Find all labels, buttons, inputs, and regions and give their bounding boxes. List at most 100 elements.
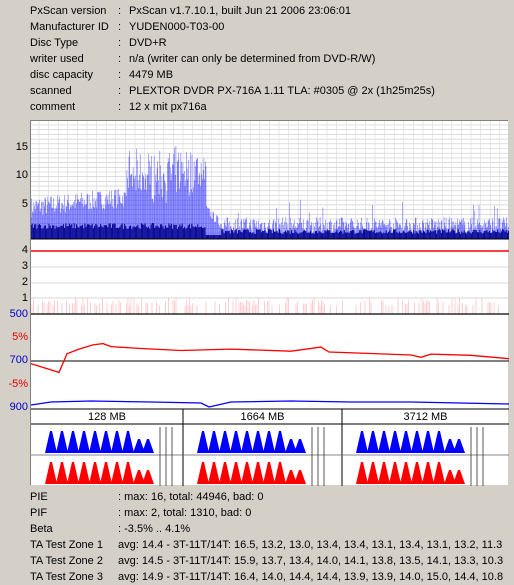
jitter-line [31, 400, 509, 408]
ta-zone-label: 128 MB [88, 411, 126, 423]
info-key: writer used [30, 53, 84, 65]
stat-value: avg: 14.9 - 3T-11T/14T: 16.4, 14.0, 14.4… [118, 571, 504, 583]
ta-groove-peak [78, 462, 90, 484]
ta-land-peak [367, 431, 379, 453]
ta-groove-peak [411, 462, 423, 484]
ta-land-peak [285, 439, 297, 453]
pie-signal [31, 145, 509, 239]
ta-groove-peak [263, 462, 275, 484]
ta-land-peak [389, 431, 401, 453]
scan-graph [31, 121, 509, 486]
ta-groove-peak [45, 462, 57, 484]
pif-signal [31, 298, 499, 314]
ta-land-peak [400, 431, 412, 453]
ta-land-peak [422, 431, 434, 453]
ta-land-peak [197, 431, 209, 453]
ta-land-peak [219, 431, 231, 453]
ta-land-peak [230, 431, 242, 453]
ta-land-peak [274, 431, 286, 453]
ta-groove-peak [56, 462, 68, 484]
ta-groove-peak [219, 462, 231, 484]
ta-land-peak [56, 431, 68, 453]
stat-value: : max: 16, total: 44946, bad: 0 [118, 491, 264, 503]
info-key: scanned [30, 85, 72, 97]
ta-land-peak [294, 439, 306, 453]
stat-value: : max: 2, total: 1310, bad: 0 [118, 507, 252, 519]
scan-graph-panel: 128 MB 1664 MB 3712 MB [30, 120, 509, 486]
ta-land-peak [67, 431, 79, 453]
ta-groove-peak [433, 462, 445, 484]
ta-land-peak [444, 439, 456, 453]
info-key: Disc Type [30, 37, 79, 49]
info-value: 12 x mit px716a [129, 101, 207, 113]
ta-groove-peak [274, 462, 286, 484]
ta-groove-peak [378, 462, 390, 484]
ta-groove-peak [285, 470, 297, 484]
info-value: PxScan v1.7.10.1, built Jun 21 2006 23:0… [129, 5, 351, 17]
jitter-axis-label: 900 [9, 401, 28, 413]
ta-groove-peak [252, 462, 264, 484]
stat-value: : -3.5% .. 4.1% [118, 523, 191, 535]
stat-value: avg: 14.4 - 3T-11T/14T: 16.5, 13.2, 13.0… [118, 539, 503, 551]
ta-land-peak [252, 431, 264, 453]
ta-groove-peak [444, 470, 456, 484]
ta-land-peak [208, 431, 220, 453]
ta-groove-peak [208, 462, 220, 484]
info-value: DVD+R [129, 37, 167, 49]
pif-axis-label: 1 [21, 292, 28, 304]
info-value: YUDEN000-T03-00 [129, 21, 225, 33]
ta-groove-peak [389, 462, 401, 484]
ta-groove-peak [294, 470, 306, 484]
ta-groove-peak [230, 462, 242, 484]
ta-groove-peak [356, 462, 368, 484]
ta-land-peak [133, 439, 145, 453]
jitter-axis-label: 500 [9, 308, 28, 320]
ta-groove-peak [367, 462, 379, 484]
pif-axis-label: 3 [21, 260, 28, 272]
ta-land-peak [411, 431, 423, 453]
pie-axis-label: 5 [21, 198, 28, 210]
ta-zone-label: 3712 MB [403, 411, 448, 423]
ta-groove-peak [67, 462, 79, 484]
disc-info-panel: PxScan version: PxScan v1.7.10.1, built J… [30, 5, 435, 113]
info-value: n/a (writer can only be determined from … [129, 53, 376, 65]
info-key: comment [30, 101, 76, 113]
ta-land-peak [453, 439, 465, 453]
stat-key: PIF [30, 507, 48, 519]
jitter-axis-label: 700 [9, 354, 28, 366]
ta-land-peak [241, 431, 253, 453]
ta-land-peak [263, 431, 275, 453]
pie-baseline [31, 223, 509, 239]
pie-axis-label: 15 [15, 141, 28, 153]
ta-groove-peak [197, 462, 209, 484]
info-value: 4479 MB [129, 69, 174, 81]
beta-axis-label: -5% [8, 378, 28, 390]
scan-stats-panel: PIE : max: 16, total: 44946, bad: 0 PIF : … [0, 489, 514, 585]
info-key: PxScan version [30, 5, 107, 17]
stat-key: TA Test Zone 3 [30, 571, 103, 583]
ta-land-peak [378, 431, 390, 453]
ta-land-peak [433, 431, 445, 453]
stat-key: TA Test Zone 2 [30, 555, 103, 567]
pie-axis-label: 10 [15, 169, 28, 181]
ta-land-peak [45, 431, 57, 453]
ta-land-peak [111, 431, 123, 453]
stat-value: avg: 14.5 - 3T-11T/14T: 15.9, 13.7, 13.4… [118, 555, 504, 567]
stat-key: Beta [30, 523, 53, 535]
ta-zone-label: 1664 MB [240, 411, 285, 423]
ta-land-peak [89, 431, 101, 453]
ta-groove-peak [133, 470, 145, 484]
stat-key: TA Test Zone 1 [30, 539, 103, 551]
info-value: PLEXTOR DVDR PX-716A 1.11 TLA: #0305 @ 2… [129, 85, 435, 97]
ta-groove-peak [453, 470, 465, 484]
ta-groove-peak [100, 462, 112, 484]
info-key: Manufacturer ID [30, 21, 109, 33]
ta-groove-peak [142, 470, 154, 484]
ta-groove-peak [241, 462, 253, 484]
ta-groove-peak [400, 462, 412, 484]
beta-line [31, 342, 509, 374]
ta-land-peak [356, 431, 368, 453]
stat-key: PIE [30, 491, 48, 503]
ta-land-peak [122, 431, 134, 453]
info-key: disc capacity [30, 69, 93, 81]
